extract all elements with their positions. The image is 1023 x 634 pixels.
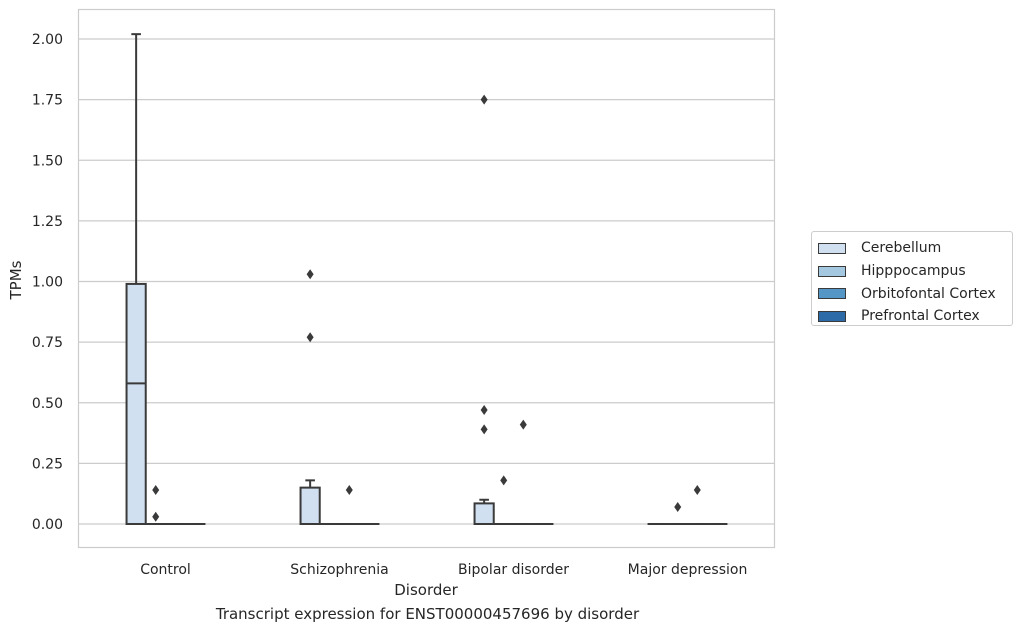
outlier-point: [345, 485, 353, 496]
legend-item: Orbitofontal Cortex: [818, 282, 1012, 305]
x-tick-label: Control: [140, 562, 191, 578]
y-tick-label: 1.75: [32, 93, 63, 109]
y-tick-label: 0.75: [32, 335, 63, 351]
y-tick-labels: 0.00 0.25 0.50 0.75 1.00 1.25 1.50 1.75 2.00: [32, 32, 63, 533]
legend: Cerebellum Hipppocampus Orbitofontal Corte…: [811, 231, 1013, 326]
boxes: [125, 33, 728, 526]
x-tick-label: Bipolar disorder: [458, 562, 569, 578]
y-axis-label: TPMs: [7, 260, 25, 300]
x-tick-label: Schizophrenia: [290, 562, 388, 578]
legend-label: Hipppocampus: [861, 263, 966, 280]
box-group: [473, 94, 495, 526]
legend-item: Hipppocampus: [818, 260, 1012, 283]
legend-item: Cerebellum: [818, 237, 1012, 260]
legend-label: Orbitofontal Cortex: [861, 285, 996, 302]
outlier-point: [500, 475, 508, 486]
y-tick-label: 2.00: [32, 32, 63, 48]
y-tick-label: 1.25: [32, 214, 63, 230]
x-axis-label: Disorder: [394, 581, 458, 599]
legend-item: Prefrontal Cortex: [818, 305, 1012, 328]
legend-swatch: [818, 242, 846, 254]
outlier-point: [152, 485, 160, 496]
x-tick-label: Major depression: [628, 562, 748, 578]
outlier-point: [480, 94, 488, 105]
legend-label: Cerebellum: [861, 240, 942, 257]
box-group: [125, 33, 147, 525]
legend-swatch: [818, 310, 846, 322]
box: [299, 486, 321, 525]
y-tick-label: 0.50: [32, 396, 63, 412]
y-tick-label: 0.25: [32, 456, 63, 472]
gridlines: [78, 38, 775, 525]
plot-area: [77, 8, 776, 549]
legend-swatch: [818, 288, 846, 300]
outlier-point: [306, 269, 314, 280]
outlier-point: [693, 485, 701, 496]
outlier-point: [519, 419, 527, 430]
x-tick-labels: Control Schizophrenia Bipolar disorder Majo…: [140, 562, 747, 578]
box: [473, 502, 495, 526]
y-tick-label: 1.50: [32, 153, 63, 169]
y-tick-label: 0.00: [32, 517, 63, 533]
y-tick-label: 1.00: [32, 275, 63, 291]
outlier-point: [306, 332, 314, 343]
chart-title: Transcript expression for ENST0000045769…: [215, 605, 640, 623]
outlier-point: [480, 405, 488, 416]
outlier-point: [674, 502, 682, 513]
box: [125, 282, 147, 525]
outlier-point: [480, 424, 488, 435]
box-plot-chart: 0.00 0.25 0.50 0.75 1.00 1.25 1.50 1.75 2.00 Con…: [7, 8, 776, 599]
outlier-point: [152, 511, 160, 522]
legend-label: Prefrontal Cortex: [861, 308, 980, 325]
box-group: [299, 269, 321, 525]
legend-swatch: [818, 265, 846, 277]
